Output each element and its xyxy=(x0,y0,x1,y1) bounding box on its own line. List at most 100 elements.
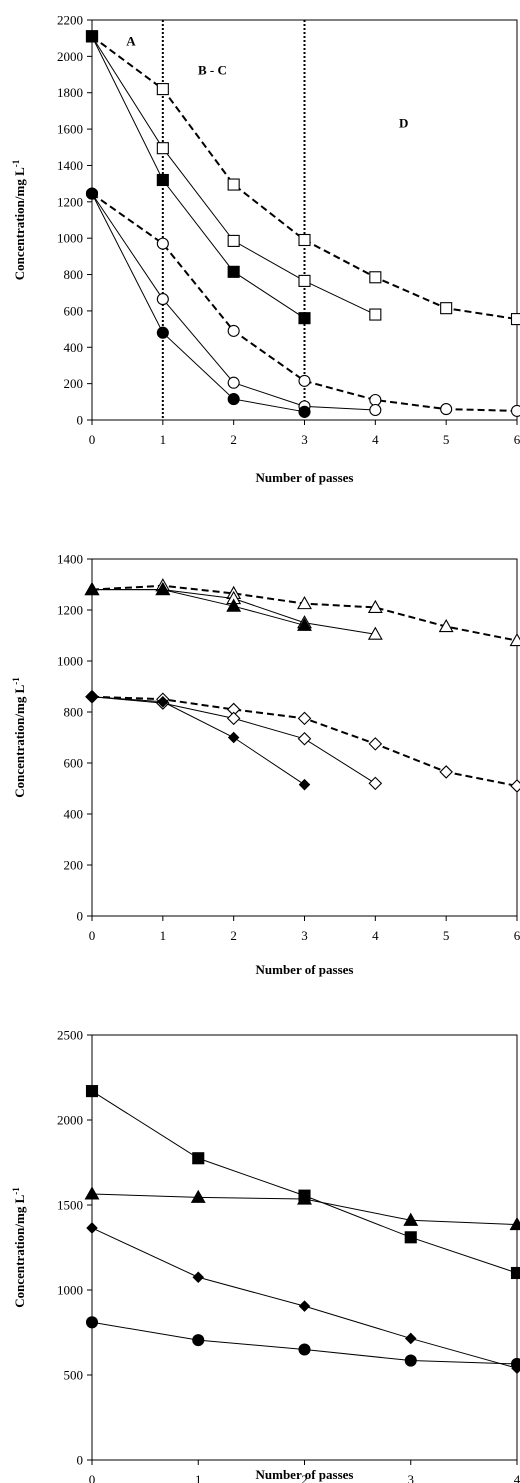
data-point xyxy=(509,632,520,647)
y-tick-label: 400 xyxy=(64,340,84,355)
series-line xyxy=(91,696,305,786)
data-point xyxy=(156,142,169,155)
chart-panel-3: 0 500 1000 1500 2000 2500 0 1 2 3 4 Number of passe… xyxy=(11,1028,520,1483)
series-line xyxy=(91,1090,518,1274)
series-line xyxy=(91,584,518,642)
data-point xyxy=(298,1300,311,1312)
data-point xyxy=(404,1354,417,1367)
series-5 xyxy=(85,187,382,417)
data-point xyxy=(438,618,454,633)
data-point xyxy=(85,1085,99,1098)
data-point xyxy=(297,731,312,746)
data-point xyxy=(367,599,383,614)
data-point xyxy=(298,374,311,387)
data-point xyxy=(156,173,169,187)
data-point xyxy=(155,581,171,596)
y-tick-label: 1000 xyxy=(57,231,83,246)
data-point xyxy=(86,690,98,703)
data-point xyxy=(227,731,240,744)
x-tick-label: 3 xyxy=(301,432,308,447)
series-6 xyxy=(85,187,311,418)
y-tick-label: 2500 xyxy=(57,1028,83,1043)
data-point xyxy=(297,617,312,631)
data-point xyxy=(156,326,169,339)
x-tick-label: 1 xyxy=(195,1472,202,1483)
data-point xyxy=(156,293,169,306)
x-tick-label: 3 xyxy=(408,1472,415,1483)
data-point xyxy=(298,778,311,791)
y-axis-title: Concentration/mg L-1 xyxy=(11,677,27,798)
data-point xyxy=(368,737,383,751)
data-point xyxy=(404,1332,417,1345)
data-point xyxy=(368,776,383,791)
data-point xyxy=(156,83,169,96)
series-line xyxy=(91,1321,518,1365)
data-point xyxy=(298,312,311,325)
y-tick-label: 0 xyxy=(77,1453,84,1468)
y-tick-label: 1000 xyxy=(57,654,83,669)
x-tick-label: 0 xyxy=(89,1472,96,1483)
y-tick-label: 1200 xyxy=(57,603,83,618)
data-point xyxy=(192,1334,205,1347)
y-tick-label: 1200 xyxy=(57,194,83,209)
data-point xyxy=(298,233,311,247)
data-point xyxy=(227,178,240,191)
y-tick-label: 200 xyxy=(64,376,84,391)
y-tick-label: 1600 xyxy=(57,122,83,137)
x-tick-label: 5 xyxy=(443,928,450,943)
series-3 xyxy=(85,30,311,325)
data-point xyxy=(403,1212,419,1226)
data-point xyxy=(227,393,240,406)
x-tick-label: 6 xyxy=(514,928,520,943)
y-tick-label: 200 xyxy=(64,858,84,873)
data-point xyxy=(157,696,169,708)
series-1 xyxy=(85,1085,520,1280)
data-point xyxy=(227,376,240,389)
x-tick-label: 1 xyxy=(160,928,167,943)
region-label: A xyxy=(126,33,136,48)
data-point xyxy=(439,765,453,779)
data-point xyxy=(369,393,382,407)
x-tick-label: 3 xyxy=(301,928,308,943)
y-tick-label: 2000 xyxy=(57,49,83,64)
data-point xyxy=(297,1191,312,1205)
data-point xyxy=(192,1271,205,1284)
data-point xyxy=(226,711,241,726)
data-point xyxy=(84,1186,100,1200)
y-tick-label: 0 xyxy=(77,413,84,428)
x-tick-label: 5 xyxy=(443,432,450,447)
series-2 xyxy=(84,1186,520,1231)
data-point xyxy=(298,405,311,418)
chart-panel-2: 0 200 400 600 800 1000 1200 1400 0 1 2 3 4 5 6 Number o… xyxy=(11,552,520,977)
data-point xyxy=(298,274,311,287)
data-point xyxy=(369,308,382,321)
data-point xyxy=(227,234,240,247)
y-tick-label: 1400 xyxy=(57,552,83,567)
plot-frame xyxy=(91,1034,518,1461)
x-tick-label: 6 xyxy=(514,432,520,447)
x-tick-label: 4 xyxy=(372,928,379,943)
data-point xyxy=(367,626,383,640)
data-point xyxy=(369,271,382,284)
region-label: B - C xyxy=(198,63,227,78)
y-tick-label: 800 xyxy=(64,705,84,720)
region-label: D xyxy=(399,115,408,130)
chart-panel-1: 0 200 400 600 800 1000 1200 1400 1600 1800 2000 220… xyxy=(11,13,520,485)
x-tick-label: 2 xyxy=(230,928,237,943)
y-tick-label: 2000 xyxy=(57,1113,83,1128)
x-axis-title: Number of passes xyxy=(256,962,354,977)
x-tick-label: 4 xyxy=(514,1472,520,1483)
data-point xyxy=(297,596,312,610)
y-tick-label: 1500 xyxy=(57,1198,83,1213)
x-tick-label: 2 xyxy=(301,1472,308,1483)
x-tick-label: 0 xyxy=(89,432,96,447)
series-6 xyxy=(86,690,311,791)
data-point xyxy=(509,1216,520,1231)
data-point xyxy=(404,1231,417,1244)
y-tick-label: 800 xyxy=(64,267,84,282)
y-tick-label: 1400 xyxy=(57,158,83,173)
x-tick-label: 1 xyxy=(160,432,167,447)
data-point xyxy=(510,1266,520,1280)
series-3 xyxy=(84,581,312,631)
data-point xyxy=(510,779,520,793)
